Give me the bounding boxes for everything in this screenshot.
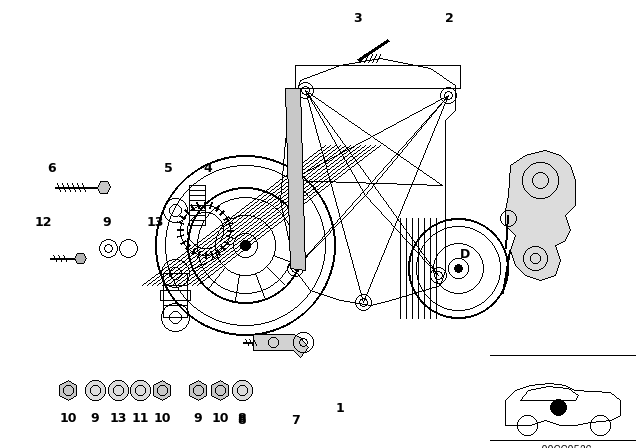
Text: 2: 2 — [445, 12, 453, 25]
Text: 1: 1 — [335, 401, 344, 414]
Text: 6: 6 — [48, 161, 56, 175]
Text: 5: 5 — [164, 161, 172, 175]
Text: D: D — [460, 249, 470, 262]
Text: 9: 9 — [194, 412, 202, 425]
Text: 12: 12 — [35, 215, 52, 228]
Text: 10: 10 — [211, 412, 228, 425]
Text: 9: 9 — [102, 215, 111, 228]
Text: 10: 10 — [153, 412, 171, 425]
Text: 7: 7 — [291, 414, 300, 426]
Text: 10: 10 — [60, 412, 77, 425]
Text: 8: 8 — [237, 412, 246, 425]
Text: 11: 11 — [131, 412, 148, 425]
Text: 8: 8 — [237, 414, 246, 426]
Text: 3: 3 — [353, 12, 362, 25]
Text: 4: 4 — [204, 161, 212, 175]
Text: 9: 9 — [91, 412, 99, 425]
Text: 13: 13 — [109, 412, 127, 425]
Text: 13: 13 — [147, 215, 164, 228]
